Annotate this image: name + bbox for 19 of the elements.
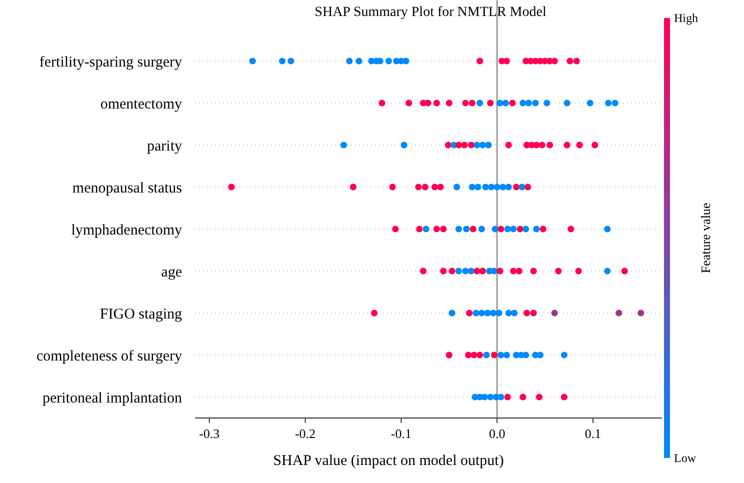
x-tick-label: 0.1 xyxy=(584,426,602,441)
x-tick-label: -0.1 xyxy=(390,426,412,441)
x-tick-label: -0.3 xyxy=(199,426,220,441)
y-tick-label: fertility-sparing surgery xyxy=(39,54,182,70)
y-tick-label: parity xyxy=(147,138,182,154)
color-bar-label: Low xyxy=(674,451,696,466)
y-tick-label: FIGO staging xyxy=(100,306,182,322)
x-axis-title: SHAP value (impact on model output) xyxy=(273,453,504,469)
y-tick-label: lymphadenectomy xyxy=(71,222,182,238)
color-bar-label: High xyxy=(674,11,698,26)
y-tick-label: menopausal status xyxy=(72,180,182,196)
y-tick-label: age xyxy=(161,264,182,280)
y-tick-label: completeness of surgery xyxy=(36,348,182,364)
x-tick-label: -0.2 xyxy=(294,426,316,441)
x-tick-label: 0.0 xyxy=(488,426,506,441)
color-bar-title: Feature value xyxy=(698,202,713,274)
chart-title: SHAP Summary Plot for NMTLR Model xyxy=(314,5,546,20)
y-tick-label: omentectomy xyxy=(100,96,182,112)
y-tick-label: peritoneal implantation xyxy=(42,390,182,406)
